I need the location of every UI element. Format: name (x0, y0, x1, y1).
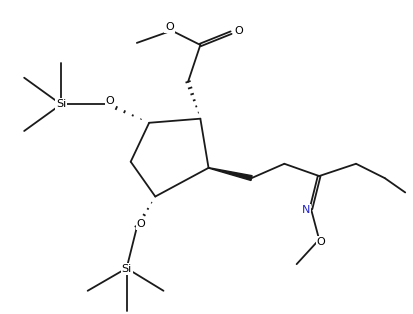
Text: N: N (302, 205, 310, 215)
Polygon shape (209, 168, 252, 181)
Text: O: O (234, 26, 243, 35)
Text: Si: Si (56, 99, 66, 109)
Text: O: O (137, 219, 145, 230)
Text: O: O (106, 96, 114, 106)
Text: O: O (317, 237, 325, 246)
Text: Si: Si (121, 264, 132, 274)
Text: O: O (165, 22, 174, 32)
